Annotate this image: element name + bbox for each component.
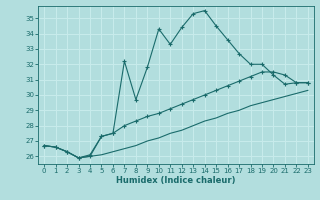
X-axis label: Humidex (Indice chaleur): Humidex (Indice chaleur) — [116, 176, 236, 185]
